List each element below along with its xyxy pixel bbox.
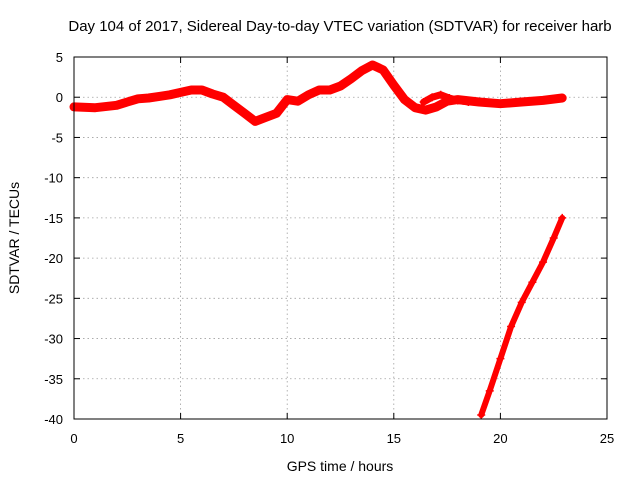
data-point [496, 354, 505, 363]
data-point [187, 85, 196, 94]
data-point [336, 81, 345, 90]
data-point [419, 98, 428, 107]
series-main-band [69, 60, 567, 126]
data-point [91, 103, 100, 112]
data-point [428, 93, 437, 102]
data-point [379, 65, 388, 74]
data-point [517, 98, 526, 107]
x-tick-label: 0 [70, 431, 77, 446]
data-point [411, 103, 420, 112]
data-point [315, 85, 324, 94]
data-point [240, 109, 249, 118]
data-point [208, 90, 217, 99]
data-point [251, 117, 260, 126]
data-point [400, 95, 409, 104]
y-tick-label: 0 [56, 90, 63, 105]
data-point [219, 93, 228, 102]
data-point [539, 96, 548, 105]
data-point [464, 98, 473, 107]
chart-title: Day 104 of 2017, Sidereal Day-to-day VTE… [68, 18, 611, 35]
data-point [558, 213, 567, 222]
y-tick-label: -40 [44, 412, 63, 427]
data-point [432, 102, 441, 111]
data-point [517, 298, 526, 307]
series-late-descending-arc [478, 214, 566, 418]
data-point [112, 101, 121, 110]
x-axis-label: GPS time / hours [287, 458, 394, 474]
data-point [453, 96, 462, 105]
data-point [325, 85, 334, 94]
data-point [477, 410, 486, 419]
data-point [133, 94, 142, 103]
data-point [176, 88, 185, 97]
data-point [436, 90, 445, 99]
x-tick-label: 15 [387, 431, 401, 446]
x-tick-label: 20 [493, 431, 507, 446]
tick-labels: 0 5 10 15 20 25 5 0 -5 -10 -15 -20 -25 -30 -35 -40 [44, 50, 614, 446]
y-tick-label: -35 [44, 372, 63, 387]
data-point [304, 90, 313, 99]
data-point [507, 322, 516, 331]
y-tick-label: 5 [56, 50, 63, 65]
data-point [445, 94, 454, 103]
data-point [123, 98, 132, 107]
data-point [293, 97, 302, 106]
series-layer [69, 60, 567, 419]
data-point [549, 234, 558, 242]
data-point [539, 258, 548, 267]
data-point [229, 101, 238, 110]
y-tick-label: -20 [44, 251, 63, 266]
data-point [357, 66, 366, 75]
data-point [165, 90, 174, 99]
data-point [272, 109, 281, 118]
y-tick-label: -30 [44, 332, 63, 347]
data-point [347, 74, 356, 83]
tick-marks [73, 56, 608, 420]
data-point [475, 98, 484, 107]
data-point [496, 99, 505, 108]
x-tick-label: 5 [177, 431, 184, 446]
plot-frame [73, 56, 608, 420]
y-tick-label: -10 [44, 171, 63, 186]
x-tick-label: 10 [280, 431, 294, 446]
y-tick-label: -5 [51, 130, 63, 145]
data-point [485, 386, 494, 395]
y-tick-label: -15 [44, 211, 63, 226]
data-point [421, 106, 430, 115]
data-point [144, 94, 153, 103]
data-point [261, 113, 270, 122]
data-point [368, 61, 377, 70]
x-tick-label: 25 [600, 431, 614, 446]
y-tick-label: -25 [44, 291, 63, 306]
data-point [389, 81, 398, 90]
data-point [558, 94, 567, 103]
y-axis-label: SDTVAR / TECUs [6, 182, 22, 294]
data-point [528, 278, 537, 287]
data-point [197, 85, 206, 94]
data-point [283, 95, 292, 104]
grid [74, 57, 607, 419]
data-point [155, 92, 164, 101]
